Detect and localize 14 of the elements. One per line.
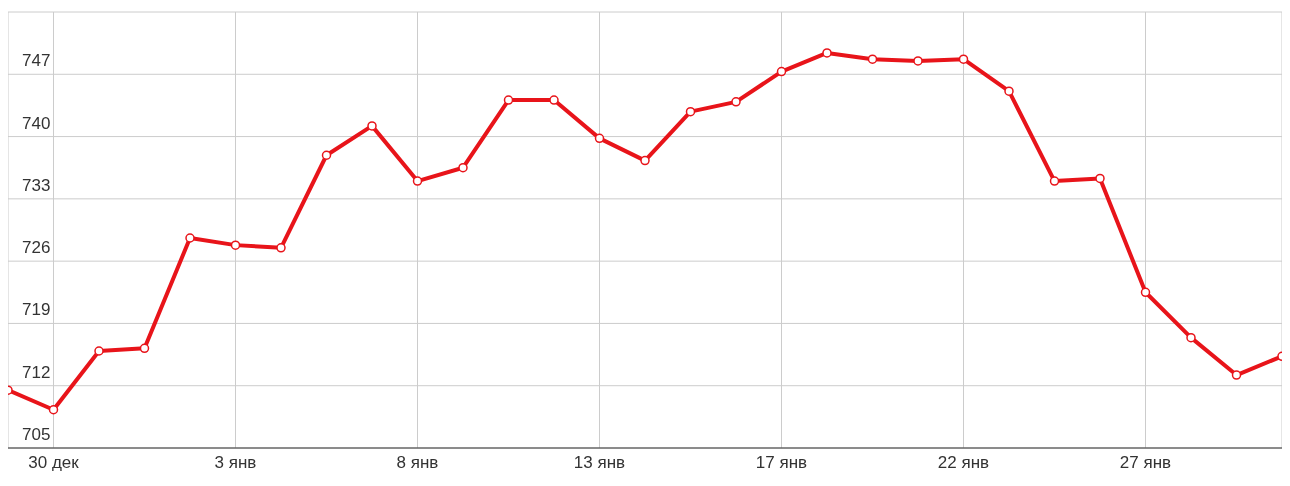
x-tick-label: 13 янв — [573, 453, 626, 473]
y-tick-label: 719 — [22, 300, 51, 320]
y-tick-label: 733 — [22, 175, 51, 195]
x-tick-label: 22 янв — [937, 453, 990, 473]
x-tick-label: 17 янв — [755, 453, 808, 473]
x-tick-label: 30 дек — [28, 453, 80, 473]
y-tick-label: 705 — [22, 425, 51, 444]
y-tick-label: 740 — [22, 113, 51, 133]
y-tick-label: 747 — [22, 51, 51, 71]
y-tick-label: 726 — [22, 238, 51, 258]
y-tick-label: 712 — [22, 362, 51, 382]
x-tick-label: 3 янв — [214, 453, 257, 473]
x-tick-label: 27 янв — [1119, 453, 1172, 473]
x-tick-label: 8 янв — [396, 453, 439, 473]
